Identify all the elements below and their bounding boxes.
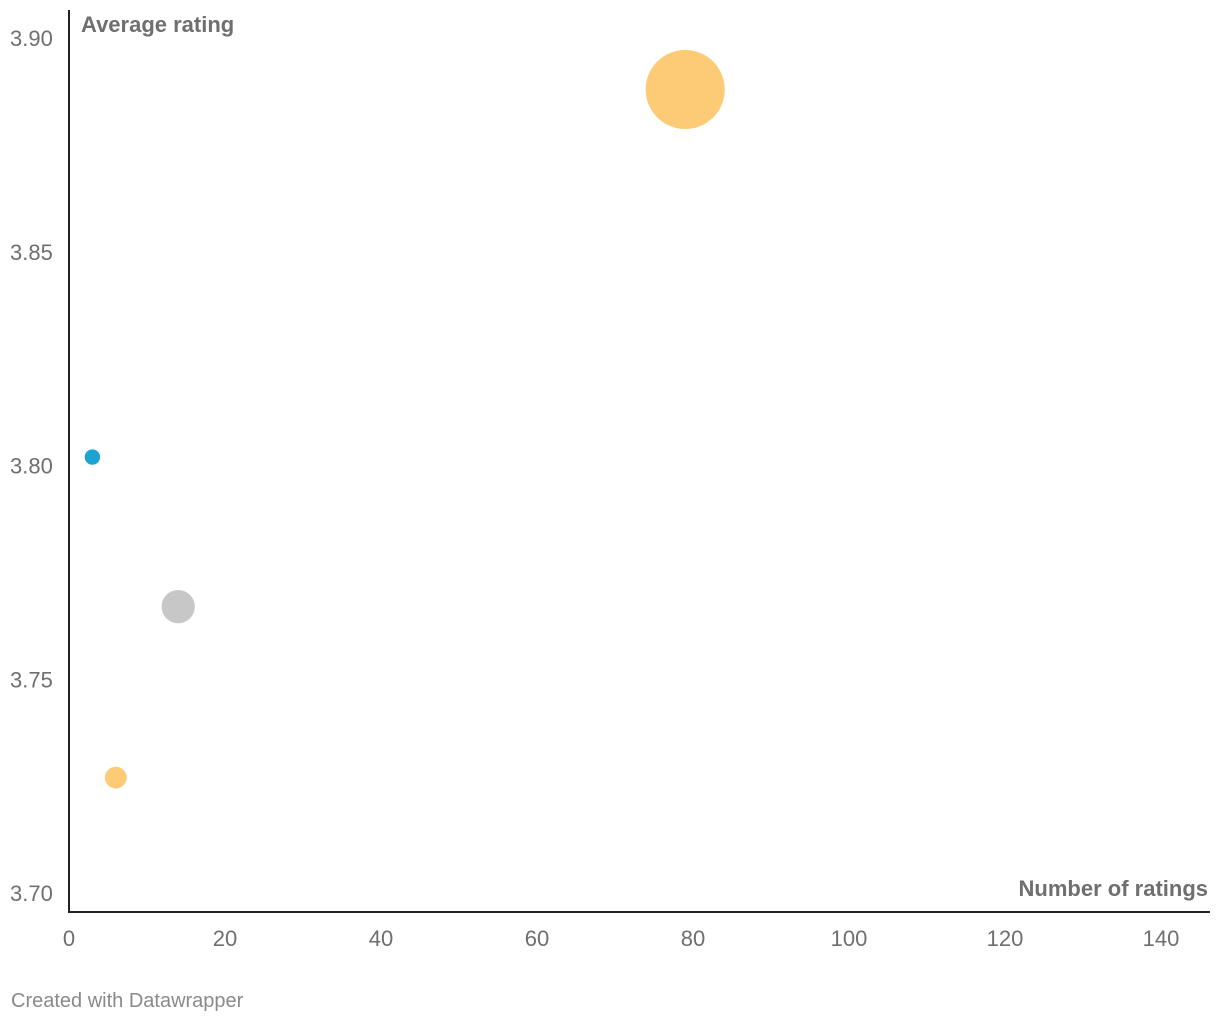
x-tick-label: 40 xyxy=(369,926,393,951)
x-tick-label: 80 xyxy=(681,926,705,951)
bubble[interactable] xyxy=(104,766,127,789)
bubble-chart: 3.703.753.803.853.903.954.004.054.10 020… xyxy=(10,10,1210,951)
bubble[interactable] xyxy=(645,49,725,130)
y-tick-label: 3.80 xyxy=(10,454,53,479)
y-tick-label: 3.90 xyxy=(10,26,53,51)
x-tick-label: 0 xyxy=(63,926,75,951)
x-axis-ticks: 0 20 40 60 80 100 120 140 xyxy=(63,926,1179,951)
y-axis-title: Average rating xyxy=(81,12,234,37)
bubble[interactable] xyxy=(161,589,195,624)
x-tick-label: 60 xyxy=(525,926,549,951)
x-tick-label: 20 xyxy=(213,926,237,951)
x-axis-title: Number of ratings xyxy=(1019,876,1208,901)
x-tick-label: 120 xyxy=(987,926,1024,951)
bubbles xyxy=(84,49,725,789)
x-tick-label: 100 xyxy=(831,926,868,951)
y-tick-label: 3.85 xyxy=(10,240,53,265)
y-tick-label: 3.70 xyxy=(10,881,53,906)
bubble[interactable] xyxy=(84,449,101,465)
y-axis-ticks: 3.703.753.803.853.903.954.004.054.10 xyxy=(10,26,53,906)
footer-credit: Created with Datawrapper xyxy=(11,990,244,1012)
x-tick-label: 140 xyxy=(1143,926,1180,951)
y-tick-label: 3.75 xyxy=(10,667,53,692)
